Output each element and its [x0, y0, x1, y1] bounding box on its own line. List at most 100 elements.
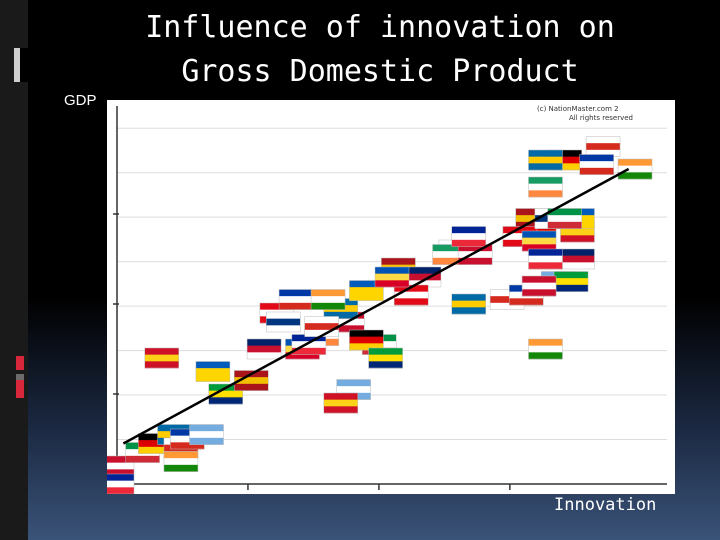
flag-stripe [279, 302, 314, 310]
flag-stripe [323, 406, 358, 414]
flag-stripe [375, 267, 409, 274]
chart-area: (c) NationMaster.com 2 All rights reserv… [107, 100, 675, 494]
flag-stripe [451, 300, 486, 308]
flag-stripe [138, 433, 173, 441]
flag-stripe [208, 390, 243, 398]
flag-stripe [163, 458, 198, 466]
data-point-flag [349, 280, 384, 301]
flag-border [547, 208, 582, 229]
title-line-2: Gross Domestic Product [181, 54, 579, 89]
flag-stripe [311, 289, 346, 297]
flag-stripe [349, 287, 384, 295]
flag-stripe [528, 339, 563, 346]
flag-stripe [330, 325, 365, 333]
data-point-flag [304, 316, 339, 337]
flag-border [266, 311, 301, 333]
flag-border [246, 338, 282, 360]
flag-stripe [515, 208, 550, 216]
flag-stripe [394, 291, 429, 299]
flag-stripe [406, 273, 441, 281]
flag-stripe [144, 361, 179, 369]
data-point-flag [528, 338, 563, 360]
watermark-line-1: (c) NationMaster.com 2 [537, 105, 619, 113]
flag-stripe [579, 167, 614, 175]
flag-border [234, 370, 269, 391]
flag-stripe [406, 280, 441, 288]
flag-stripe [304, 323, 339, 331]
flag-stripe [458, 257, 493, 265]
flag-stripe [195, 361, 230, 369]
flag-stripe [375, 280, 409, 288]
flag-stripe [528, 177, 563, 184]
flag-stripe [375, 273, 409, 281]
flag-border [349, 329, 384, 351]
flag-border [374, 266, 410, 288]
flag-stripe [144, 354, 179, 362]
data-point-flag [266, 311, 301, 333]
flag-stripe [502, 226, 537, 234]
flag-border [195, 361, 231, 382]
flag-stripe [451, 226, 486, 234]
flag-stripe [195, 368, 230, 376]
flag-border [144, 347, 180, 369]
decor-square-red-2 [16, 380, 24, 398]
trend-line [122, 167, 630, 445]
flag-stripe [107, 487, 134, 494]
data-point-flag [368, 347, 403, 369]
flag-stripe [490, 302, 525, 310]
data-point-flag [553, 271, 589, 292]
flag-stripe [560, 262, 595, 270]
flag-stripe [528, 345, 563, 353]
flag-stripe [522, 289, 557, 297]
flag-stripe [451, 233, 486, 241]
flag-stripe [349, 336, 384, 344]
flag-stripe [323, 393, 358, 400]
flag-stripe [458, 244, 493, 252]
flag-stripe [554, 278, 589, 286]
flag-stripe [560, 235, 595, 243]
data-point-flag [189, 424, 224, 445]
flag-border [528, 338, 563, 360]
flag-border [310, 289, 346, 310]
flag-stripe [451, 294, 486, 301]
data-point-flag [323, 392, 359, 414]
flag-stripe [336, 386, 371, 394]
slide-title: Influence of innovation on Gross Domesti… [60, 6, 700, 94]
flag-stripe [291, 334, 326, 342]
flag-stripe [528, 150, 563, 157]
flag-stripe [336, 379, 371, 387]
flag-stripe [586, 149, 621, 157]
flag-stripe [107, 480, 134, 488]
flag-stripe [451, 307, 486, 315]
flag-stripe [618, 172, 653, 180]
flag-stripe [247, 345, 282, 353]
flag-stripe [107, 462, 134, 470]
data-point-flag [107, 473, 135, 494]
flag-stripe [279, 296, 314, 304]
flag-border [617, 158, 653, 180]
flag-stripe [522, 282, 557, 290]
flag-stripe [266, 318, 301, 326]
data-point-flag [451, 293, 486, 315]
data-point-flag [246, 338, 282, 360]
data-point-flag [349, 329, 384, 351]
flag-stripe [349, 280, 384, 288]
data-point-flag [406, 266, 442, 288]
flag-border [528, 248, 563, 270]
data-point-flag [278, 289, 314, 310]
flag-stripe [554, 284, 589, 292]
flag-border [163, 451, 199, 472]
data-point-flag [547, 208, 582, 229]
flag-stripe [291, 341, 326, 349]
flag-stripe [234, 377, 269, 385]
flag-stripe [381, 258, 416, 265]
scatter-plot [107, 106, 667, 494]
flag-stripe [157, 424, 192, 432]
flag-stripe [522, 244, 557, 252]
flag-stripe [279, 289, 314, 297]
flag-stripe [547, 208, 582, 216]
flag-stripe [528, 163, 563, 171]
data-point-flag [457, 244, 493, 265]
flag-stripe [515, 215, 550, 223]
flag-stripe [189, 431, 224, 439]
